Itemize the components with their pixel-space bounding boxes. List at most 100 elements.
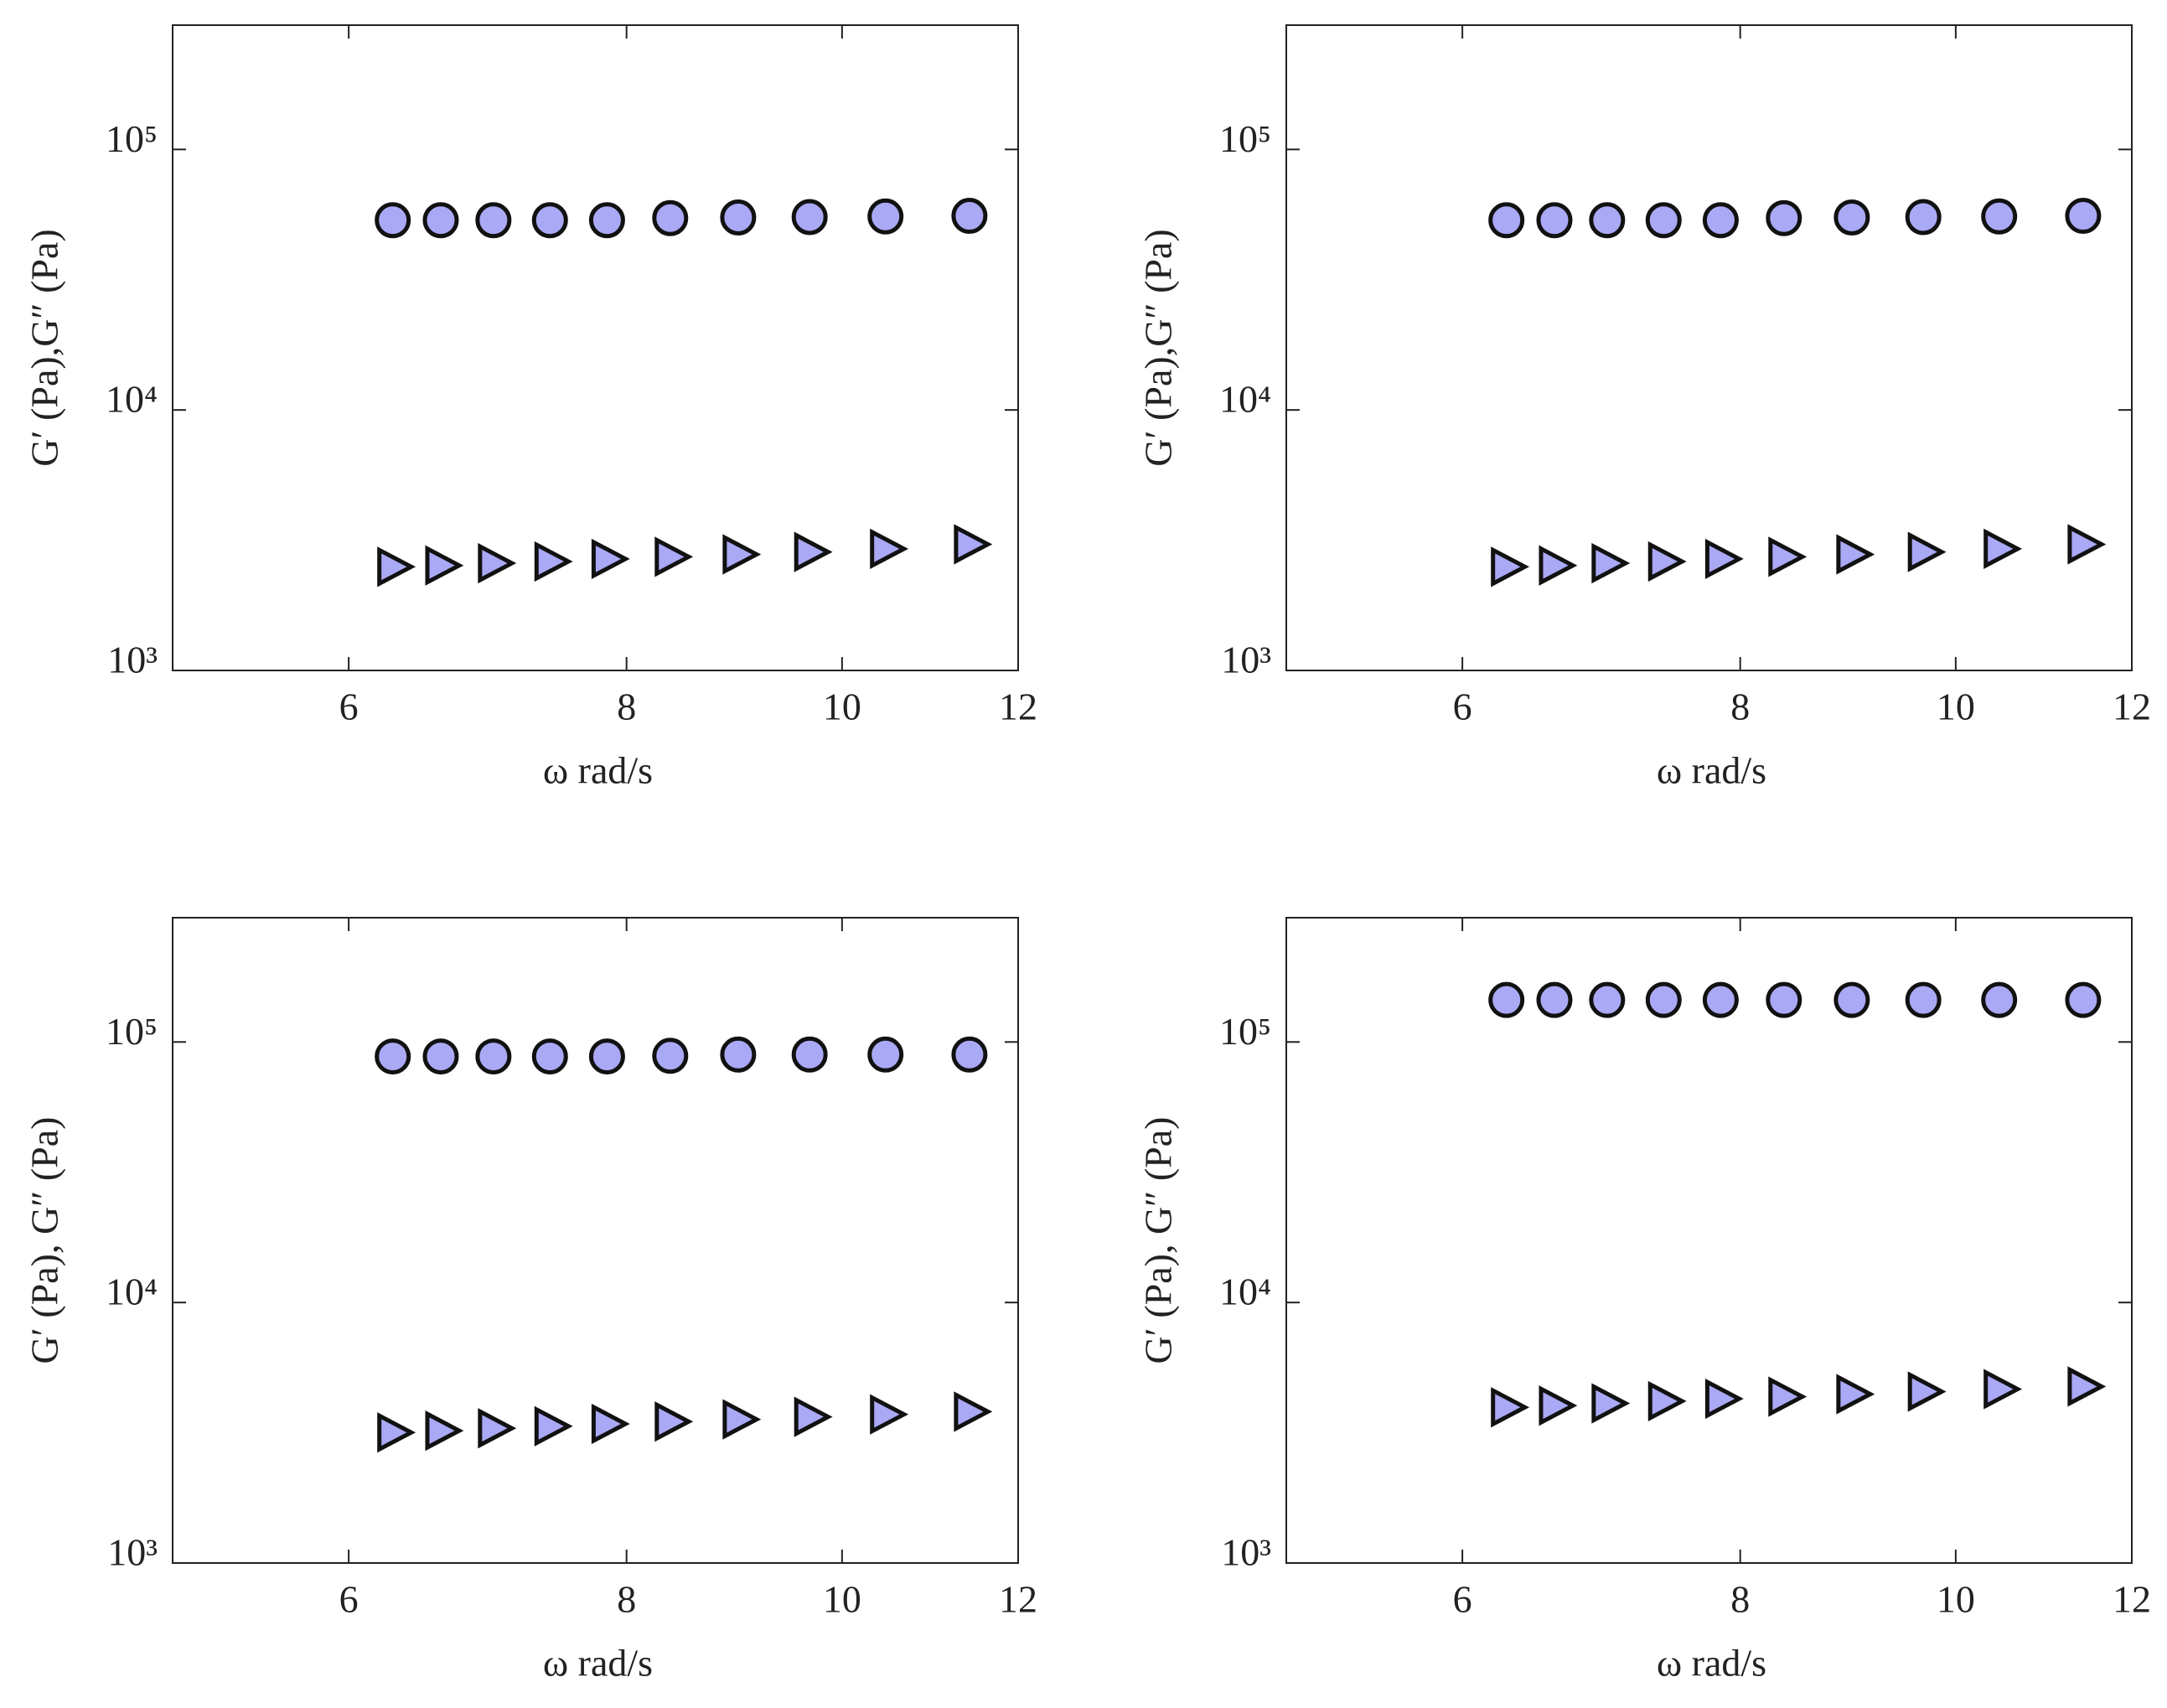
y-tick-label: 10³ <box>107 639 158 681</box>
triangle-marker <box>1647 541 1687 582</box>
triangle-marker <box>534 1405 573 1447</box>
triangle-marker <box>954 524 993 565</box>
circle-marker <box>1488 981 1525 1018</box>
y-axis-label: G′ (Pa), G″ (Pa) <box>23 1117 66 1364</box>
circle-marker <box>1766 199 1802 236</box>
circle-marker <box>1645 981 1682 1018</box>
triangle-marker <box>1768 536 1808 577</box>
circle-marker <box>1905 981 1942 1018</box>
circle-marker <box>1702 981 1739 1018</box>
y-tick-label: 10⁴ <box>106 378 158 421</box>
circle-marker <box>588 202 625 239</box>
panel: 10³ 10⁴ 10⁵ 6 8 10 12 ω rad/s G′ (Pa), G″ (Pa) <box>1137 917 2151 1685</box>
triangle-marker <box>377 546 416 587</box>
circle-marker <box>1833 981 1870 1018</box>
x-axis-label: ω rad/s <box>543 749 653 792</box>
panel: 10³ 10⁴ 10⁵ 6 8 10 12 ω rad/s G′ (Pa),G″ (Pa) <box>23 24 1037 792</box>
circle-marker <box>791 199 828 235</box>
triangle-marker <box>654 1401 694 1442</box>
circle-marker <box>867 198 904 235</box>
circle-marker <box>951 1036 988 1073</box>
circle-marker <box>1645 202 1682 239</box>
circle-marker <box>588 1038 625 1075</box>
y-tick-label: 10⁴ <box>1219 378 1271 421</box>
triangle-marker <box>722 534 762 575</box>
x-tick-label: 8 <box>617 686 636 728</box>
triangle-marker <box>1768 1376 1808 1417</box>
triangle-marker <box>534 541 573 582</box>
triangle-marker <box>591 1403 630 1445</box>
circle-marker <box>1981 198 2018 235</box>
triangle-marker <box>794 531 833 572</box>
triangle-marker <box>1591 542 1631 584</box>
circle-marker <box>422 202 459 239</box>
circle-marker <box>1702 202 1739 239</box>
y-tick-label: 10⁵ <box>106 1010 158 1053</box>
x-tick-label: 10 <box>1937 686 1975 728</box>
plot-frame <box>1285 24 2133 671</box>
triangle-marker <box>1539 1385 1578 1426</box>
circle-marker <box>1536 981 1573 1018</box>
x-tick-label: 6 <box>1453 686 1472 728</box>
triangle-marker <box>1983 1369 2023 1410</box>
x-tick-label: 12 <box>2113 1578 2151 1621</box>
triangle-marker <box>1704 1378 1744 1420</box>
x-tick-label: 12 <box>2113 686 2151 728</box>
triangle-marker <box>1647 1380 1687 1422</box>
triangle-marker <box>478 542 517 584</box>
circle-marker <box>652 1038 689 1074</box>
circle-marker <box>1905 199 1942 235</box>
triangle-marker <box>794 1396 833 1437</box>
x-tick-label: 10 <box>823 686 861 728</box>
circle-marker <box>1766 981 1802 1018</box>
triangle-marker <box>425 1410 464 1452</box>
triangle-marker <box>425 545 464 586</box>
triangle-marker <box>2067 1366 2107 1407</box>
circle-marker <box>791 1036 828 1073</box>
circle-marker <box>652 199 689 236</box>
circle-marker <box>867 1036 904 1073</box>
triangle-marker <box>654 536 694 577</box>
y-tick-label: 10⁴ <box>106 1271 158 1313</box>
circle-marker <box>951 198 988 235</box>
circle-marker <box>1589 202 1626 239</box>
y-axis-label: G′ (Pa),G″ (Pa) <box>1137 229 1180 466</box>
circle-marker <box>375 202 411 239</box>
x-tick-label: 8 <box>1730 686 1750 728</box>
plot-frame <box>172 917 1019 1564</box>
triangle-marker <box>722 1399 762 1440</box>
x-tick-label: 10 <box>823 1578 861 1621</box>
plot-frame <box>172 24 1019 671</box>
plot-frame <box>1285 917 2133 1564</box>
x-tick-label: 8 <box>1730 1578 1750 1621</box>
circle-marker <box>531 1038 568 1075</box>
triangle-marker <box>1836 1374 1875 1415</box>
x-tick-label: 6 <box>339 1578 359 1621</box>
x-tick-label: 12 <box>999 686 1037 728</box>
panel: 10³ 10⁴ 10⁵ 6 8 10 12 ω rad/s G′ (Pa), G″ (Pa) <box>23 917 1037 1685</box>
triangle-marker <box>954 1391 993 1432</box>
x-axis-label: ω rad/s <box>1657 749 1766 792</box>
triangle-marker <box>1491 546 1530 587</box>
triangle-marker <box>591 538 630 580</box>
y-tick-label: 10³ <box>107 1531 158 1574</box>
triangle-marker <box>1983 528 2023 570</box>
circle-marker <box>531 202 568 239</box>
circle-marker <box>422 1038 459 1075</box>
circle-marker <box>475 1038 512 1075</box>
circle-marker <box>720 199 757 236</box>
triangle-marker <box>1907 1371 1947 1412</box>
triangle-marker <box>1491 1387 1530 1428</box>
triangle-marker <box>377 1412 416 1453</box>
y-tick-label: 10⁵ <box>1219 117 1271 160</box>
x-tick-label: 12 <box>999 1578 1037 1621</box>
circle-marker <box>720 1036 757 1073</box>
x-tick-label: 6 <box>339 686 359 728</box>
circle-marker <box>1488 202 1525 239</box>
x-axis-label: ω rad/s <box>1657 1642 1766 1685</box>
y-axis-label: G′ (Pa), G″ (Pa) <box>1137 1117 1180 1364</box>
circle-marker <box>1833 199 1870 236</box>
triangle-marker <box>1907 531 1947 572</box>
y-tick-label: 10⁵ <box>1219 1010 1271 1053</box>
